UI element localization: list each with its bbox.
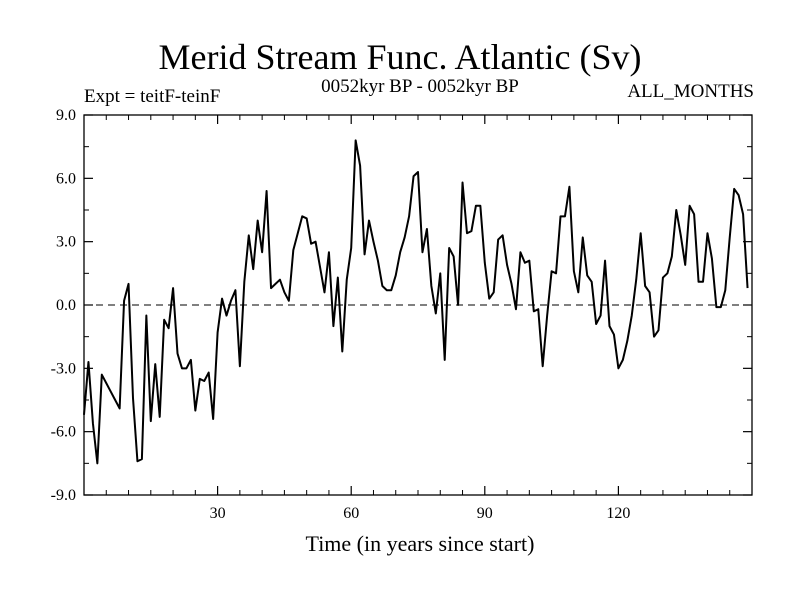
chart-title: Merid Stream Func. Atlantic (Sv) [158,37,642,77]
y-tick-label: -3.0 [51,360,76,377]
experiment-label: Expt = teitF-teinF [84,86,221,107]
x-tick-label: 30 [210,505,226,522]
axis-ticks: 30 60 90 120 -9.0 -6.0 -3.0 0.0 3.0 6.0 9.0 [51,107,752,522]
y-tick-label: 3.0 [56,234,76,251]
x-axis-title: Time (in years since start) [306,531,535,556]
series-line [83,139,749,465]
x-tick-label: 90 [477,505,493,522]
y-tick-label: -6.0 [51,424,76,441]
x-tick-label: 120 [606,505,630,522]
months-label: ALL_MONTHS [627,81,754,102]
y-tick-label: -9.0 [51,487,76,504]
period-label: 0052kyr BP - 0052kyr BP [321,76,519,97]
y-tick-label: 6.0 [56,170,76,187]
x-tick-label: 60 [343,505,359,522]
y-tick-label: 9.0 [56,107,76,124]
y-tick-label: 0.0 [56,297,76,314]
